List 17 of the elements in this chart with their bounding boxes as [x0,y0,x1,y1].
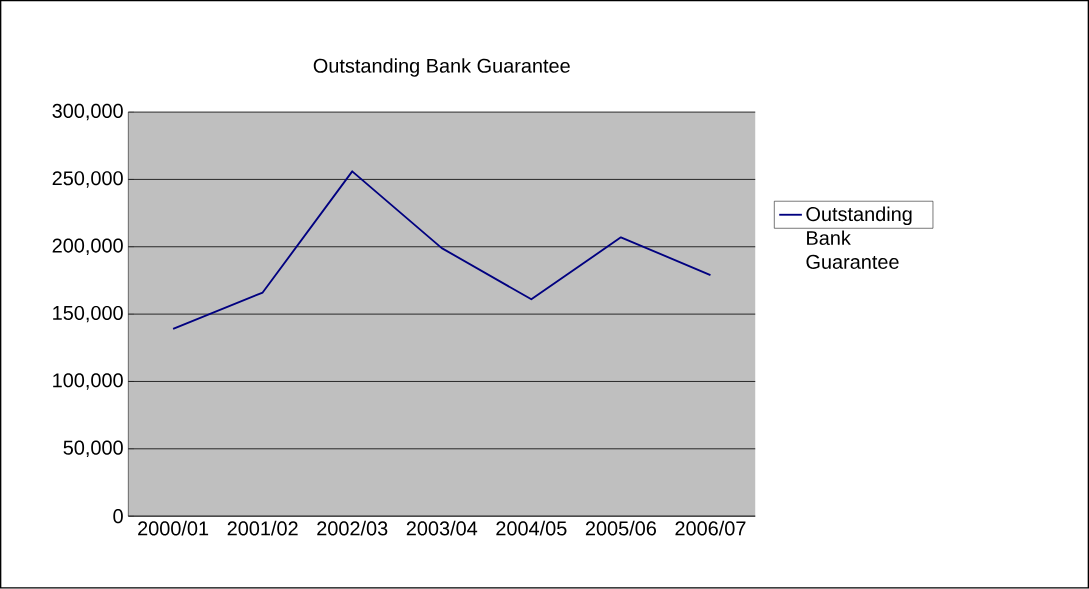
y-tick-label: 250,000 [52,171,123,188]
y-tick-label: 200,000 [52,238,123,256]
x-tick-label: 2006/07 [675,521,746,536]
x-tick-label: 2005/06 [585,521,656,536]
y-tick-label: 50,000 [63,440,123,458]
chart-title: Outstanding Bank Guarantee [313,58,570,77]
line-series [172,170,712,331]
x-tick-label: 2000/01 [138,521,209,536]
y-tick-label: 0 [113,509,123,524]
x-tick-label: 2004/05 [496,521,567,536]
y-tick-label: 150,000 [53,306,123,323]
legend-label: Outstanding Bank Guarantee [806,206,912,270]
x-tick-label: 2003/04 [406,521,478,536]
y-tick-label: 300,000 [52,104,123,121]
x-tick-label: 2001/02 [227,521,298,536]
y-tick-label: 100,000 [53,373,123,390]
x-tick-label: 2002/03 [317,521,388,536]
